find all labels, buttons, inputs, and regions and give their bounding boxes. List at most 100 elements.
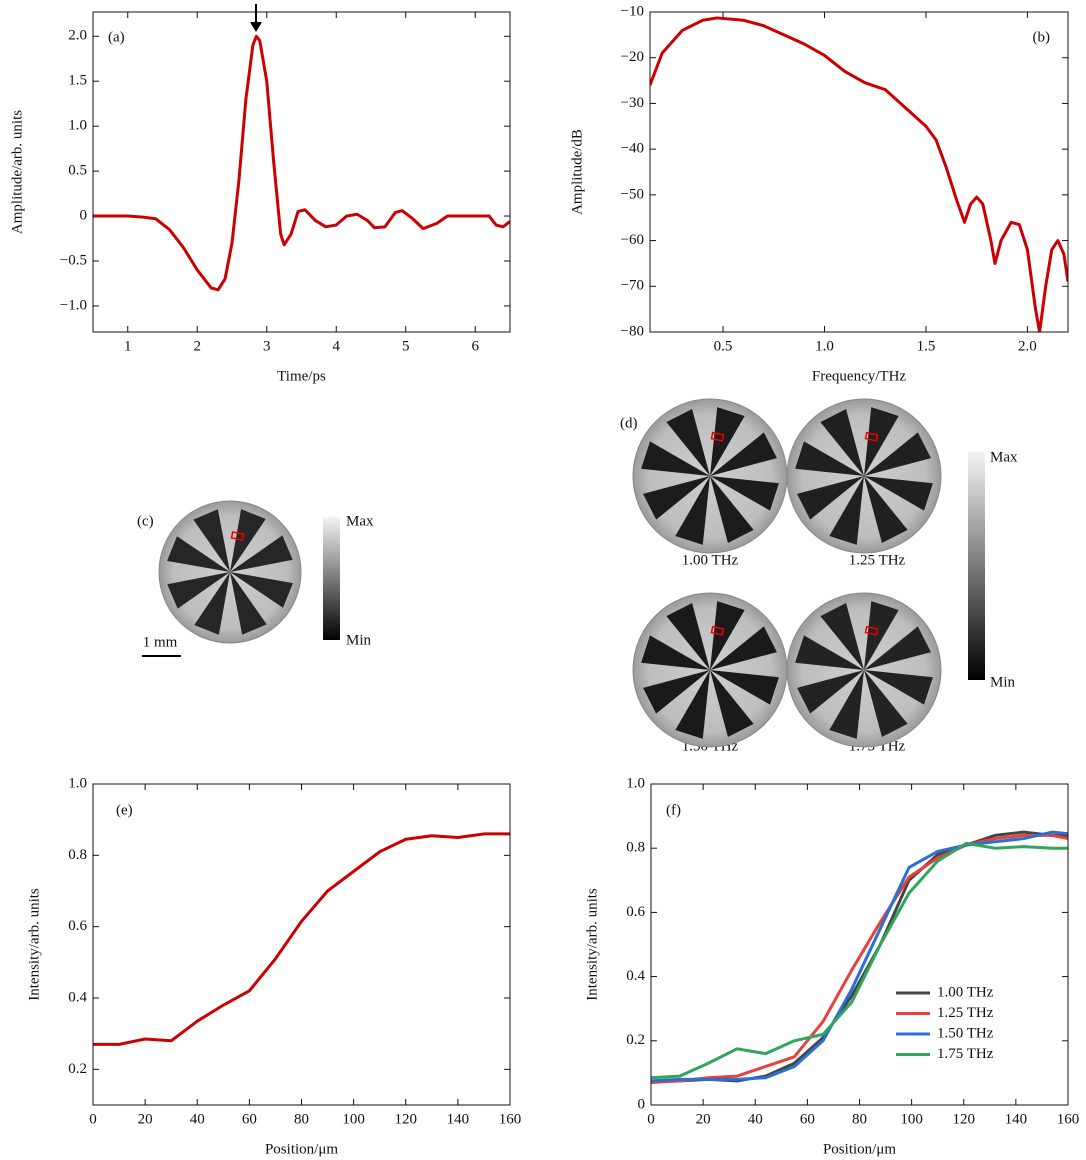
x-axis-label: Position/μm	[265, 1141, 338, 1157]
wedge	[710, 670, 779, 705]
arrow	[250, 4, 262, 32]
wedge	[167, 572, 230, 609]
wedge	[710, 432, 777, 476]
x-tick-label: 160	[1057, 1111, 1080, 1127]
y-tick-label: −20	[621, 49, 644, 65]
x-tick-label: 2	[194, 338, 202, 354]
y-tick-label: −30	[621, 95, 644, 111]
sample-image	[158, 500, 302, 644]
wedge	[864, 432, 931, 476]
y-tick-label: −80	[621, 323, 644, 339]
x-tick-label: 60	[800, 1111, 815, 1127]
x-tick-label: 40	[190, 1111, 205, 1127]
y-tick-label: 1.0	[626, 775, 645, 791]
wedge	[643, 670, 710, 714]
x-tick-label: 0	[89, 1111, 97, 1127]
y-tick-label: 0	[638, 1096, 646, 1112]
wedge	[675, 670, 710, 739]
y-axis-label: Intensity/arb. units	[584, 888, 600, 1001]
y-tick-label: 0.4	[626, 968, 645, 984]
y-tick-label: 0.5	[68, 163, 87, 179]
wedge	[820, 603, 864, 670]
data-line	[93, 832, 510, 1046]
y-axis-label: Amplitude/dB	[569, 129, 585, 215]
panel-label: (d)	[620, 415, 638, 431]
wedge	[795, 635, 864, 670]
panel-label: (b)	[1033, 29, 1051, 45]
wedge	[710, 476, 779, 511]
y-tick-label: 2.0	[68, 28, 87, 44]
wedge	[230, 572, 293, 608]
wedge	[230, 535, 293, 572]
x-tick-label: 2.0	[1018, 338, 1037, 354]
x-axis-label: Position/μm	[823, 1141, 896, 1157]
x-tick-label: 100	[342, 1111, 365, 1127]
y-tick-label: −40	[621, 141, 644, 157]
colorbar	[323, 517, 340, 640]
y-tick-label: −0.5	[60, 252, 87, 268]
sample-image	[632, 398, 788, 554]
x-tick-label: 60	[242, 1111, 257, 1127]
wedge	[643, 476, 710, 520]
wedge	[797, 670, 864, 714]
x-tick-label: 0.5	[714, 338, 733, 354]
sample-image	[786, 398, 942, 554]
roi	[864, 431, 879, 442]
sample-image	[786, 592, 942, 748]
data-line	[93, 34, 510, 292]
x-tick-label: 80	[852, 1111, 867, 1127]
wedge	[864, 626, 931, 670]
wedge	[666, 603, 710, 670]
x-tick-label: 3	[263, 338, 271, 354]
y-tick-label: −70	[621, 278, 644, 294]
data-line	[651, 833, 1068, 1085]
y-tick-label: 0.8	[626, 840, 645, 856]
panel-label: (f)	[666, 802, 681, 818]
wedge	[797, 476, 864, 520]
plot-frame	[649, 11, 1069, 333]
wedge	[829, 476, 864, 545]
y-axis-label: Amplitude/arb. units	[9, 110, 25, 234]
panel-label: (a)	[108, 29, 125, 45]
wedge	[864, 476, 908, 543]
colorbar-max: Max	[346, 513, 374, 529]
wedge	[710, 626, 777, 670]
wedge	[193, 509, 230, 572]
x-tick-label: 160	[499, 1111, 522, 1127]
x-tick-label: 1.0	[815, 338, 834, 354]
scale-bar-label: 1 mm	[143, 634, 178, 650]
x-tick-label: 20	[696, 1111, 711, 1127]
data-line	[651, 830, 1068, 1083]
plot-frame	[92, 11, 511, 333]
roi	[710, 625, 725, 636]
data-line	[651, 841, 1068, 1080]
wedge	[710, 601, 745, 670]
wedge	[167, 536, 230, 572]
roi	[230, 531, 245, 542]
x-tick-label: 140	[1005, 1111, 1028, 1127]
wedge	[710, 670, 754, 737]
panel-label: (e)	[116, 802, 133, 818]
y-tick-label: −1.0	[60, 297, 87, 313]
x-tick-label: 4	[333, 338, 341, 354]
colorbar	[968, 452, 985, 680]
wedge	[641, 635, 710, 670]
wedge	[194, 572, 230, 635]
y-tick-label: −50	[621, 186, 644, 202]
data-line	[650, 16, 1068, 332]
wedge	[864, 670, 933, 705]
sample-image	[632, 592, 788, 748]
legend-label: 1.75 THz	[937, 1046, 994, 1062]
colorbar-min: Min	[990, 674, 1016, 690]
wedge	[710, 476, 754, 543]
wedge	[864, 476, 933, 511]
roi	[864, 625, 879, 636]
x-tick-label: 120	[395, 1111, 418, 1127]
wedge	[795, 441, 864, 476]
wedge	[710, 407, 745, 476]
legend-label: 1.00 THz	[937, 984, 994, 1000]
wedge	[864, 407, 899, 476]
x-tick-label: 120	[953, 1111, 976, 1127]
wedge	[230, 509, 266, 572]
